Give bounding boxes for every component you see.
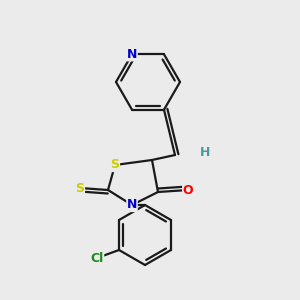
Text: N: N: [127, 199, 137, 212]
Text: S: S: [76, 182, 85, 194]
Text: Cl: Cl: [90, 251, 104, 265]
Text: S: S: [110, 158, 119, 172]
Text: N: N: [127, 48, 137, 61]
Text: O: O: [183, 184, 193, 196]
Text: H: H: [200, 146, 210, 158]
